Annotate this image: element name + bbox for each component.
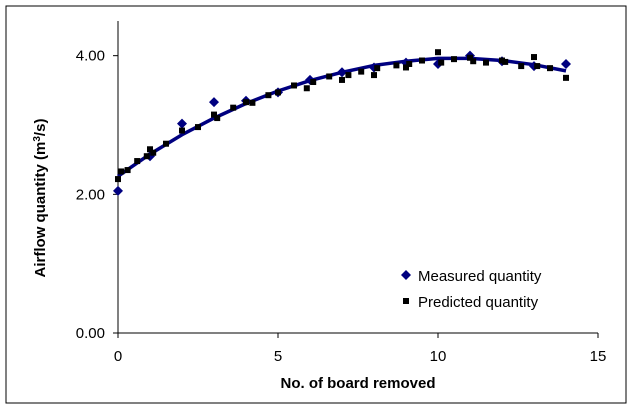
legend-marker-measured	[401, 270, 411, 280]
predicted-point	[406, 60, 413, 67]
predicted-point	[326, 73, 333, 80]
predicted-point	[291, 82, 297, 89]
predicted-point	[419, 57, 425, 64]
y-tick-label: 2.00	[76, 186, 105, 203]
predicted-point	[265, 92, 272, 99]
x-tick-label: 10	[430, 348, 447, 365]
predicted-point	[124, 167, 131, 174]
y-axis-title-superscript: 3	[32, 136, 43, 142]
predicted-point	[214, 115, 221, 122]
predicted-point	[195, 124, 201, 131]
predicted-point	[563, 74, 569, 81]
y-tick-label: 0.00	[76, 325, 105, 342]
predicted-point	[547, 65, 553, 72]
measured-point	[561, 58, 571, 69]
predicted-point	[303, 85, 310, 92]
predicted-point	[275, 89, 281, 96]
legend: Measured quantity Predicted quantity	[401, 268, 542, 311]
data-points	[113, 49, 571, 196]
predicted-point	[438, 59, 445, 66]
y-axis-title: Airflow quantity (m3/s)	[32, 119, 49, 278]
predicted-point	[134, 158, 141, 165]
y-axis-title-end: /s)	[32, 119, 49, 137]
x-tick-label: 0	[114, 348, 122, 365]
predicted-point	[371, 72, 377, 79]
predicted-point	[339, 76, 345, 83]
predicted-point	[534, 63, 541, 70]
predicted-point	[435, 49, 441, 56]
predicted-point	[118, 168, 125, 175]
measured-point	[209, 97, 219, 108]
x-tick-label: 15	[590, 348, 607, 365]
measured-point	[113, 185, 123, 196]
predicted-point	[179, 127, 185, 134]
chart-frame	[5, 5, 627, 404]
x-tick-label: 5	[274, 348, 282, 365]
predicted-point	[310, 79, 317, 86]
predicted-point	[147, 146, 153, 153]
predicted-point	[345, 72, 352, 79]
predicted-point	[358, 68, 365, 75]
predicted-point	[531, 54, 537, 61]
x-axis-title: No. of board removed	[280, 375, 435, 392]
y-tick-label: 4.00	[76, 48, 105, 65]
predicted-point	[243, 99, 249, 106]
measured-point	[337, 67, 347, 78]
predicted-point	[499, 57, 505, 64]
predicted-point	[150, 149, 157, 156]
tick-labels: 0 5 10 15 0.00 2.00 4.00	[76, 48, 607, 365]
predicted-point	[518, 63, 525, 70]
legend-label-measured: Measured quantity	[418, 268, 542, 285]
predicted-point	[374, 65, 381, 72]
predicted-point	[143, 153, 150, 160]
predicted-point	[211, 111, 217, 118]
measured-point	[177, 118, 187, 129]
predicted-point	[502, 58, 509, 65]
predicted-point	[467, 54, 473, 61]
predicted-point	[470, 58, 477, 65]
predicted-point	[249, 99, 256, 106]
predicted-point	[393, 62, 400, 69]
predicted-point	[163, 140, 169, 147]
predicted-point	[115, 176, 121, 183]
legend-label-predicted: Predicted quantity	[418, 294, 539, 311]
legend-marker-predicted	[403, 298, 409, 304]
predicted-point	[230, 104, 237, 111]
predicted-point	[451, 56, 457, 63]
y-axis-title-main: Airflow quantity (m	[32, 142, 49, 278]
predicted-point	[483, 59, 489, 66]
predicted-point	[403, 64, 409, 71]
